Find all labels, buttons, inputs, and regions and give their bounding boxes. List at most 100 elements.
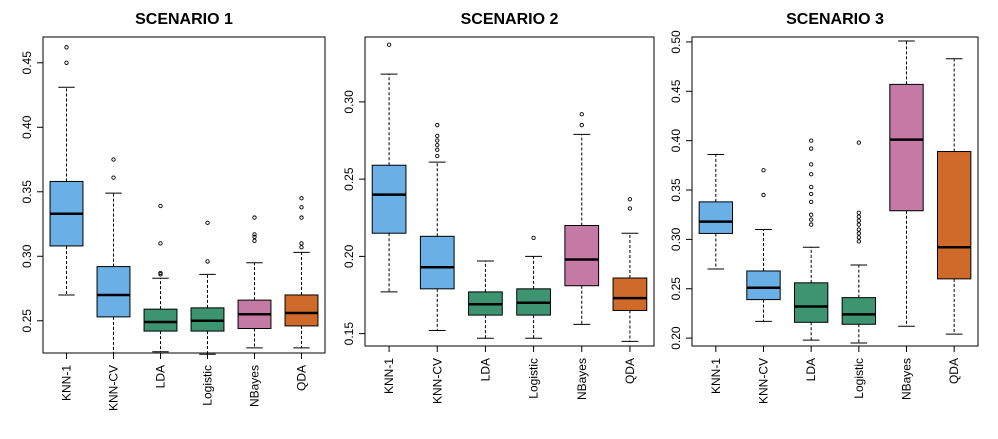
- iqr-box: [889, 83, 924, 212]
- iqr-box: [793, 282, 829, 323]
- iqr-box: [841, 297, 877, 325]
- iqr-box: [419, 235, 455, 290]
- outlier-point: [158, 203, 163, 209]
- box-knn-1: [371, 42, 407, 293]
- outlier-point: [856, 231, 861, 236]
- x-tick-label: KNN-1: [382, 358, 396, 394]
- outlier-point: [64, 45, 69, 50]
- outlier-point: [531, 235, 536, 241]
- outlier-point: [64, 60, 69, 65]
- iqr-box: [612, 277, 648, 311]
- y-tick-label: 0.20: [669, 326, 683, 350]
- box-knn-cv: [96, 157, 131, 354]
- box-lda: [793, 138, 829, 341]
- box-qda: [612, 197, 648, 342]
- x-tick-label: KNN-1: [60, 365, 74, 401]
- outlier-point: [299, 241, 304, 246]
- box-qda: [284, 196, 319, 349]
- outlier-point: [809, 162, 814, 167]
- outlier-point: [158, 241, 163, 246]
- outlier-point: [761, 168, 766, 173]
- outlier-point: [435, 142, 440, 148]
- x-tick-label: NBayes: [900, 358, 914, 400]
- outlier-point: [856, 210, 861, 215]
- outlier-point: [252, 215, 257, 220]
- outlier-point: [627, 206, 633, 211]
- x-tick-label: LDA: [478, 358, 492, 381]
- y-tick-label: 0.25: [669, 277, 683, 301]
- box-logistic: [841, 140, 877, 344]
- outlier-point: [809, 199, 814, 205]
- outlier-point: [809, 217, 814, 222]
- outlier-point: [856, 218, 861, 223]
- x-tick-label: Logistic: [852, 358, 866, 399]
- box-nbayes: [564, 112, 600, 325]
- chart-title: SCENARIO 3: [786, 11, 884, 28]
- y-tick-label: 0.25: [342, 167, 356, 191]
- outlier-point: [386, 42, 392, 47]
- y-tick-label: 0.35: [20, 180, 34, 204]
- outlier-point: [856, 222, 861, 227]
- iqr-box: [284, 294, 319, 327]
- panel-1: SCENARIO 1 0.25 0.30 0.35 0.40 0.45 KNN-1 KNN-C…: [20, 11, 326, 411]
- outlier-point: [856, 235, 861, 240]
- panel-3: SCENARIO 3 0.20 0.25 0.30 0.35 0.40 0.45 0.50 KN…: [669, 11, 979, 404]
- y-tick-label: 0.50: [669, 30, 683, 54]
- x-tick-label: Logistic: [201, 365, 215, 406]
- x-tick-label: NBayes: [575, 358, 589, 400]
- outlier-point: [299, 215, 304, 220]
- outlier-point: [299, 245, 304, 250]
- outlier-point: [111, 175, 116, 180]
- outlier-point: [579, 122, 584, 128]
- outlier-point: [856, 214, 861, 219]
- outlier-point: [435, 133, 440, 139]
- outlier-point: [627, 197, 633, 202]
- box-qda: [936, 58, 972, 335]
- outlier-point: [111, 157, 116, 162]
- x-tick-label: QDA: [947, 358, 961, 384]
- box-logistic: [516, 235, 551, 339]
- x-tick-label: LDA: [154, 365, 168, 388]
- outlier-point: [205, 259, 210, 264]
- x-tick-label: KNN-CV: [757, 358, 771, 404]
- y-tick-label: 0.40: [20, 115, 34, 139]
- outlier-point: [761, 192, 766, 198]
- outlier-point: [435, 153, 440, 159]
- box-logistic: [190, 220, 225, 355]
- chart-title: SCENARIO 1: [135, 11, 233, 28]
- outlier-point: [579, 112, 584, 117]
- y-tick-label: 0.30: [20, 244, 34, 268]
- iqr-box: [936, 151, 972, 280]
- y-tick-label: 0.35: [669, 178, 683, 202]
- chart-title: SCENARIO 2: [461, 11, 559, 28]
- iqr-box: [698, 201, 734, 234]
- x-tick-label: KNN-CV: [430, 358, 444, 404]
- outlier-point: [435, 147, 440, 152]
- outlier-point: [809, 146, 814, 151]
- outlier-point: [856, 227, 861, 232]
- x-tick-label: NBayes: [248, 365, 262, 407]
- plot-frame: [42, 36, 326, 354]
- outlier-point: [856, 239, 861, 244]
- x-tick-label: QDA: [295, 365, 309, 391]
- outlier-point: [809, 172, 814, 177]
- iqr-box: [371, 164, 407, 234]
- y-tick-label: 0.20: [342, 244, 356, 268]
- iqr-box: [746, 270, 781, 301]
- iqr-box: [96, 266, 131, 318]
- outlier-point: [809, 191, 814, 197]
- x-tick-label: Logistic: [527, 358, 541, 399]
- box-knn-cv: [419, 122, 455, 332]
- outlier-point: [809, 184, 814, 190]
- y-tick-label: 0.30: [342, 90, 356, 114]
- outlier-point: [252, 238, 257, 243]
- x-tick-label: QDA: [623, 358, 637, 384]
- iqr-box: [143, 308, 178, 332]
- box-knn-1: [49, 45, 84, 296]
- y-tick-label: 0.45: [669, 79, 683, 103]
- outlier-point: [299, 196, 304, 201]
- plot-frame: [691, 36, 979, 347]
- panel-2: SCENARIO 2 0.15 0.20 0.25 0.30 KNN-1 KNN-CV LDA…: [342, 11, 655, 404]
- outlier-point: [809, 212, 814, 217]
